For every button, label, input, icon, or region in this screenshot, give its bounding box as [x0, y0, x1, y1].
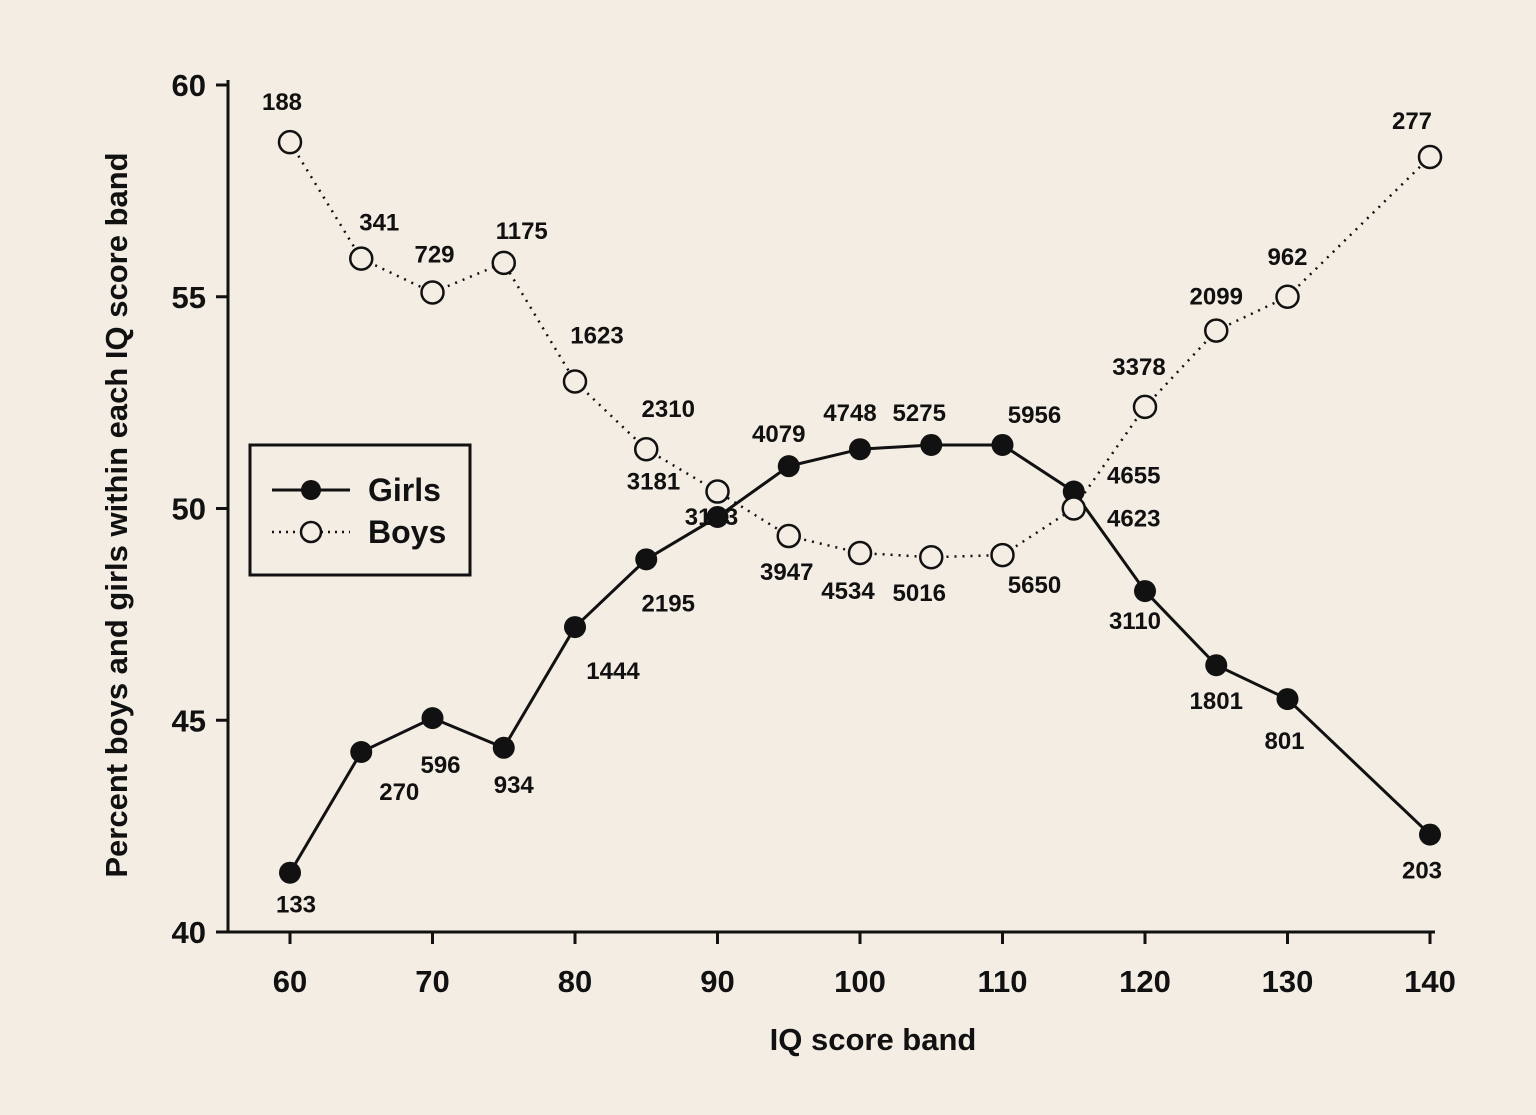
x-tick-label: 110 — [977, 964, 1027, 999]
boys-count-label: 5650 — [1008, 572, 1061, 599]
girls-point — [920, 433, 943, 456]
girls-point — [1205, 654, 1228, 677]
x-tick-label: 140 — [1404, 964, 1456, 999]
boys-point — [1061, 496, 1086, 521]
x-tick-label: 130 — [1262, 964, 1314, 999]
boys-point — [1275, 284, 1300, 309]
girls-point — [777, 455, 800, 478]
legend-box — [248, 443, 472, 577]
y-tick-label: 55 — [172, 280, 206, 315]
boys-line — [288, 141, 1431, 559]
boys-count-label: 1175 — [496, 218, 548, 245]
girls-line — [288, 443, 1432, 874]
boys-point — [847, 540, 873, 566]
boys-point — [277, 129, 303, 155]
girls-count-label: 270 — [379, 779, 419, 806]
y-tick-label: 40 — [172, 915, 206, 950]
legend-boys-label: Boys — [368, 514, 446, 550]
girls-point — [706, 505, 729, 528]
boys-point — [1204, 318, 1229, 343]
boys-count-label: 2099 — [1190, 284, 1243, 311]
y-tick-label: 60 — [172, 68, 206, 103]
legend-boys-marker — [299, 520, 323, 544]
boys-count-label: 3947 — [760, 559, 813, 586]
x-tick-label: 90 — [700, 964, 734, 999]
legend: Girls Boys — [248, 443, 472, 577]
girls-count-label: 1801 — [1190, 688, 1243, 715]
girls-point — [849, 438, 871, 461]
boys-count-label: 4623 — [1107, 506, 1160, 533]
girls-count-label: 4079 — [752, 421, 805, 448]
girls-count-label: 1444 — [586, 658, 640, 685]
boys-count-label: 188 — [262, 89, 302, 116]
boys-count-label: 5016 — [893, 580, 946, 607]
legend-girls-label: Girls — [368, 472, 441, 508]
girls-count-label: 4655 — [1107, 463, 1160, 490]
girls-point — [1276, 688, 1299, 711]
x-tick-label: 60 — [273, 964, 307, 999]
girls-count-label: 203 — [1402, 858, 1442, 885]
y-tick-label: 45 — [172, 703, 206, 738]
boys-point — [562, 369, 588, 394]
x-tick-label: 120 — [1119, 964, 1171, 999]
boys-point — [634, 436, 659, 462]
girls-count-label: 2195 — [642, 590, 695, 617]
girls-point — [350, 741, 373, 764]
girls-count-label: 5956 — [1008, 402, 1061, 429]
x-tick-label: 80 — [558, 964, 592, 999]
boys-count-label: 3378 — [1112, 354, 1165, 381]
girls-count-label: 4748 — [823, 400, 876, 427]
boys-count-label: 2310 — [642, 396, 695, 423]
boys-count-label: 3181 — [627, 469, 680, 496]
girls-count-label: 934 — [494, 772, 535, 799]
boys-point — [776, 523, 801, 549]
girls-count-label: 3143 — [685, 504, 738, 531]
boys-point — [705, 479, 730, 504]
girls-point — [492, 736, 515, 759]
boys-point — [420, 280, 445, 305]
y-axis-title: Percent boys and girls within each IQ sc… — [99, 152, 134, 877]
girls-point — [1419, 823, 1441, 846]
girls-count-label: 5275 — [893, 400, 946, 427]
boys-point — [349, 246, 374, 271]
boys-point — [1417, 144, 1443, 170]
boys-point — [1132, 394, 1158, 420]
girls-count-label: 596 — [420, 752, 460, 779]
legend-girls-marker — [301, 480, 321, 500]
boys-count-label: 1623 — [570, 322, 623, 349]
y-tick-label: 50 — [172, 492, 206, 527]
girls-count-label: 133 — [276, 892, 316, 919]
boys-count-label: 277 — [1392, 108, 1432, 135]
girls-count-label: 3110 — [1109, 608, 1161, 635]
boys-count-label: 4534 — [821, 578, 875, 605]
girls-point — [279, 861, 301, 884]
girls-point — [991, 433, 1014, 456]
boys-point — [491, 250, 516, 276]
x-axis-title: IQ score band — [770, 1022, 977, 1057]
x-tick-label: 70 — [415, 964, 449, 999]
boys-count-label: 729 — [414, 242, 454, 269]
girls-point — [635, 548, 658, 571]
boys-count-label: 341 — [359, 210, 399, 237]
girls-count-label: 801 — [1264, 728, 1304, 755]
x-tick-label: 100 — [834, 964, 886, 999]
girls-point — [1062, 480, 1085, 503]
girls-point — [1134, 580, 1156, 603]
girls-point — [564, 616, 586, 639]
girls-point — [421, 707, 444, 730]
boys-point — [919, 544, 944, 570]
boys-point — [990, 542, 1015, 568]
boys-count-label: 962 — [1267, 244, 1307, 271]
axes: 40 45 50 55 60 60 70 80 90 100 110 120 130 140 — [172, 68, 1456, 999]
